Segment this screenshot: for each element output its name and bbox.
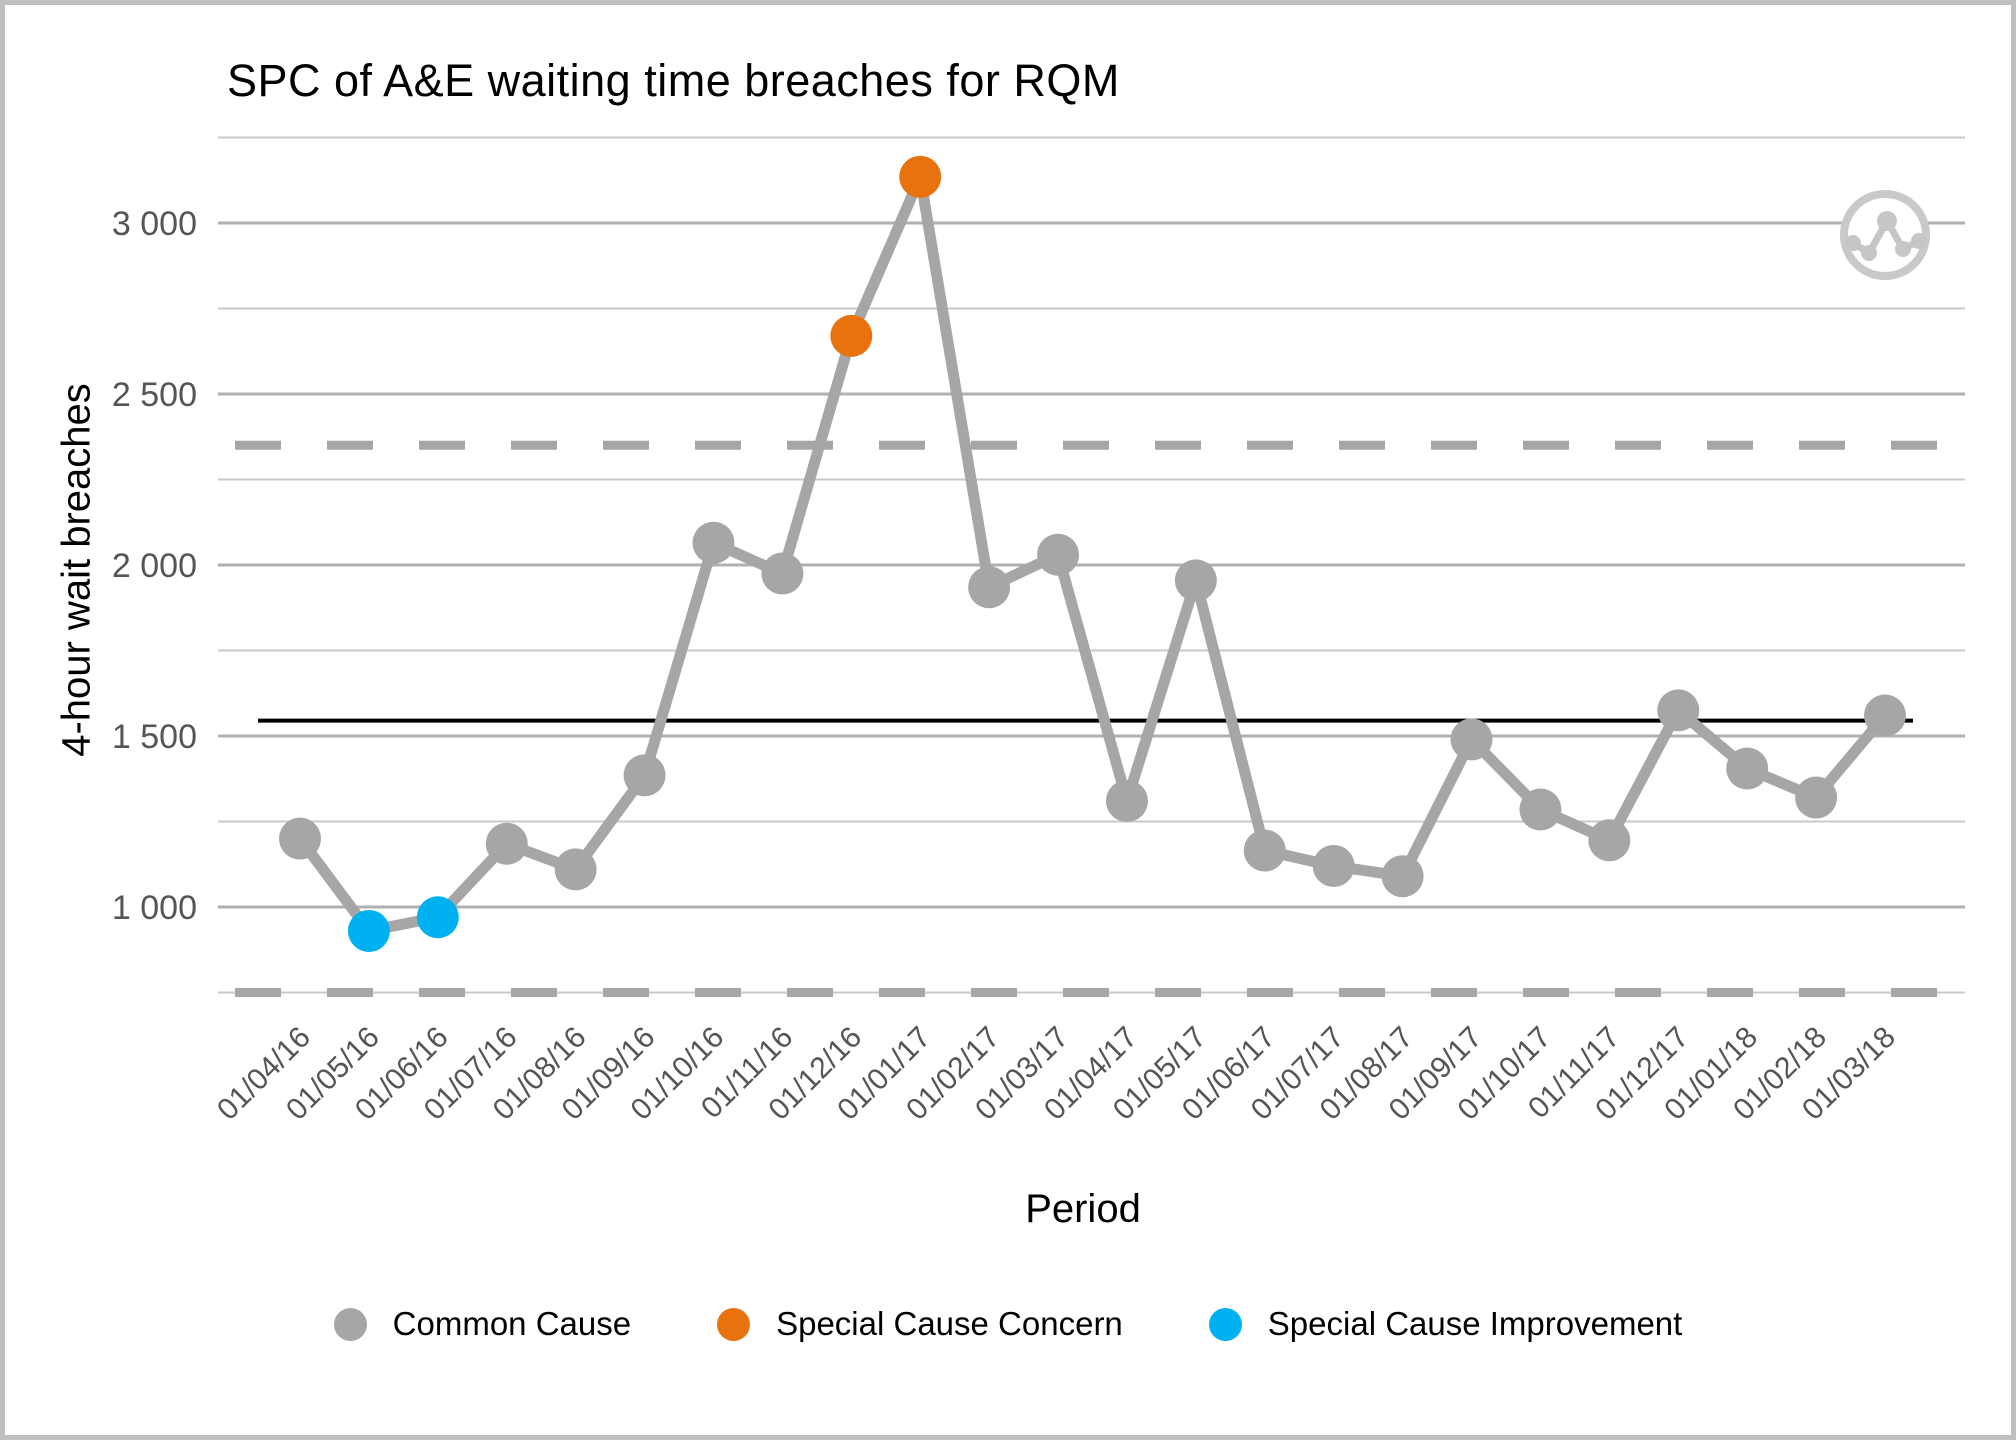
y-tick-label: 2 000: [112, 547, 197, 585]
data-point-common: [1795, 776, 1838, 819]
data-point-common: [1381, 855, 1424, 898]
line-chart-icon: [1840, 190, 1930, 280]
data-point-common: [1588, 819, 1631, 862]
data-point-common: [1174, 559, 1217, 602]
chart-title: SPC of A&E waiting time breaches for RQM: [227, 55, 1120, 106]
data-point-concern: [899, 155, 942, 198]
data-point-common: [692, 521, 735, 564]
data-point-common: [1450, 718, 1493, 761]
data-point-improvement: [416, 896, 459, 939]
legend: Common Cause Special Cause Concern Speci…: [5, 1305, 2011, 1343]
data-point-common: [1037, 533, 1080, 576]
data-point-common: [485, 822, 528, 865]
data-point-common: [1312, 844, 1355, 887]
special-cause-improvement-dot-icon: [1208, 1307, 1242, 1341]
data-point-common: [554, 848, 597, 891]
legend-label: Special Cause Concern: [776, 1305, 1123, 1342]
data-point-common: [1657, 689, 1700, 732]
series-line: [294, 171, 1891, 937]
legend-item-common-cause: Common Cause: [333, 1305, 632, 1343]
common-cause-dot-icon: [333, 1307, 367, 1341]
data-point-common: [1863, 694, 1906, 737]
x-axis-title: Period: [1025, 1187, 1141, 1231]
legend-label: Common Cause: [392, 1305, 632, 1342]
legend-item-special-cause-concern: Special Cause Concern: [717, 1305, 1123, 1343]
data-point-common: [1726, 747, 1769, 790]
data-point-common: [1243, 829, 1286, 872]
y-tick-label: 1 500: [112, 718, 197, 756]
data-point-improvement: [347, 909, 390, 952]
data-point-concern: [830, 314, 873, 357]
legend-item-special-cause-improvement: Special Cause Improvement: [1208, 1305, 1683, 1343]
special-cause-concern-dot-icon: [717, 1307, 751, 1341]
y-tick-label: 1 000: [112, 889, 197, 927]
data-point-common: [279, 817, 321, 860]
legend-label: Special Cause Improvement: [1267, 1305, 1683, 1342]
y-tick-label: 2 500: [112, 376, 197, 414]
data-point-common: [761, 552, 804, 595]
data-point-common: [968, 566, 1011, 609]
data-point-common: [623, 754, 666, 797]
data-point-common: [1519, 788, 1562, 831]
y-tick-label: 3 000: [112, 205, 197, 243]
data-point-common: [1105, 779, 1148, 822]
